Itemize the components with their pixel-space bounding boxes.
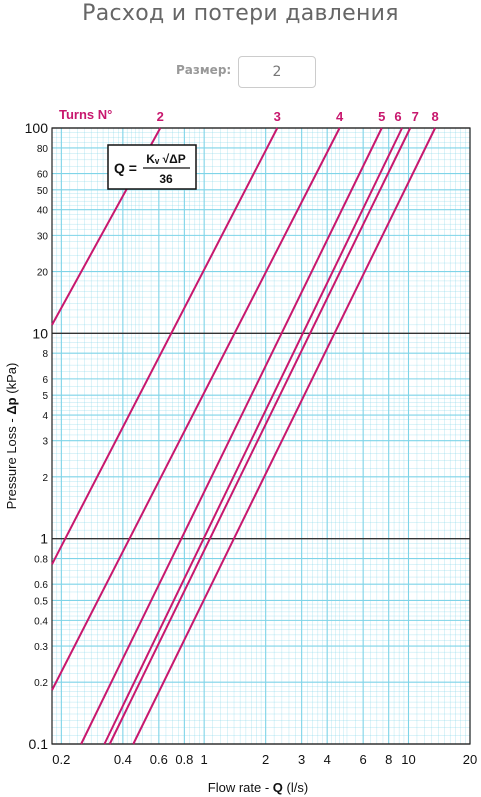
y-tick-label: 0.5 <box>34 596 48 607</box>
series-line-8 <box>132 127 437 745</box>
x-tick-label: 0.4 <box>114 752 132 767</box>
x-tick-label: 4 <box>324 752 331 767</box>
x-tick-label: 1 <box>201 752 208 767</box>
x-tick-label: 0.2 <box>52 752 70 767</box>
y-tick-label: 50 <box>37 186 49 197</box>
series-label-2: 2 <box>157 109 164 124</box>
y-tick-label: 30 <box>37 231 49 242</box>
y-tick-label: 0.2 <box>34 678 48 689</box>
size-input[interactable] <box>238 56 316 88</box>
y-tick-label: 5 <box>42 391 48 402</box>
formula-denominator: 36 <box>159 172 173 186</box>
y-tick-label: 10 <box>32 325 48 341</box>
y-tick-label: 0.8 <box>34 555 48 566</box>
series-line-3 <box>51 127 279 565</box>
formula-lhs: Q = <box>114 160 137 176</box>
formula-numerator: Kᵥ √ΔP <box>146 152 186 166</box>
series-label-6: 6 <box>394 109 401 124</box>
x-tick-label: 8 <box>385 752 392 767</box>
series-label-7: 7 <box>412 109 419 124</box>
x-tick-label: 2 <box>262 752 269 767</box>
y-tick-label: 40 <box>37 206 49 217</box>
y-tick-label: 8 <box>42 349 48 360</box>
y-axis-title: Pressure Loss - Δp (kPa) <box>4 363 19 510</box>
x-tick-label: 0.8 <box>175 752 193 767</box>
formula-box: Q = Kᵥ √ΔP 36 <box>107 144 197 190</box>
series-label-5: 5 <box>378 109 385 124</box>
series-label-3: 3 <box>274 109 281 124</box>
page-title: Расход и потери давления <box>82 1 399 26</box>
series-label-4: 4 <box>336 109 344 124</box>
y-tick-label: 100 <box>25 120 49 136</box>
y-tick-label: 0.3 <box>34 642 48 653</box>
y-tick-label: 3 <box>42 437 48 448</box>
chart-labels: 0.2 0.4 0.6 0.8 1 2 3 4 6 8 10 200.10.20.30.40.50.6… <box>25 109 478 767</box>
series-line-4 <box>51 127 341 691</box>
x-tick-label: 20 <box>463 752 477 767</box>
y-tick-label: 20 <box>37 268 49 279</box>
y-tick-label: 0.1 <box>29 736 49 752</box>
legend-title: Turns N° <box>59 107 112 122</box>
y-tick-label: 0.6 <box>34 580 48 591</box>
y-tick-label: 60 <box>37 170 49 181</box>
y-tick-label: 80 <box>37 144 49 155</box>
x-tick-label: 3 <box>298 752 305 767</box>
x-tick-label: 6 <box>360 752 367 767</box>
y-tick-label: 4 <box>42 411 48 422</box>
y-tick-label: 0.4 <box>34 616 48 627</box>
size-label: Размер: <box>176 63 232 77</box>
series-label-8: 8 <box>432 109 439 124</box>
plot-frame <box>51 127 471 745</box>
chart-axes <box>51 127 471 745</box>
chart-series <box>51 127 437 745</box>
x-tick-label: 10 <box>401 752 415 767</box>
pressure-loss-chart: 0.2 0.4 0.6 0.8 1 2 3 4 6 8 10 200.10.20.30.40.50.6… <box>4 107 478 795</box>
series-line-6 <box>103 127 403 745</box>
size-selector: Размер: <box>0 56 481 90</box>
x-tick-label: 0.6 <box>150 752 168 767</box>
y-tick-label: 6 <box>42 375 48 386</box>
series-line-7 <box>108 127 412 745</box>
y-tick-label: 1 <box>40 531 48 547</box>
x-axis-title: Flow rate - Q (l/s) <box>208 780 308 795</box>
y-tick-label: 2 <box>42 473 48 484</box>
series-line-5 <box>80 127 383 745</box>
